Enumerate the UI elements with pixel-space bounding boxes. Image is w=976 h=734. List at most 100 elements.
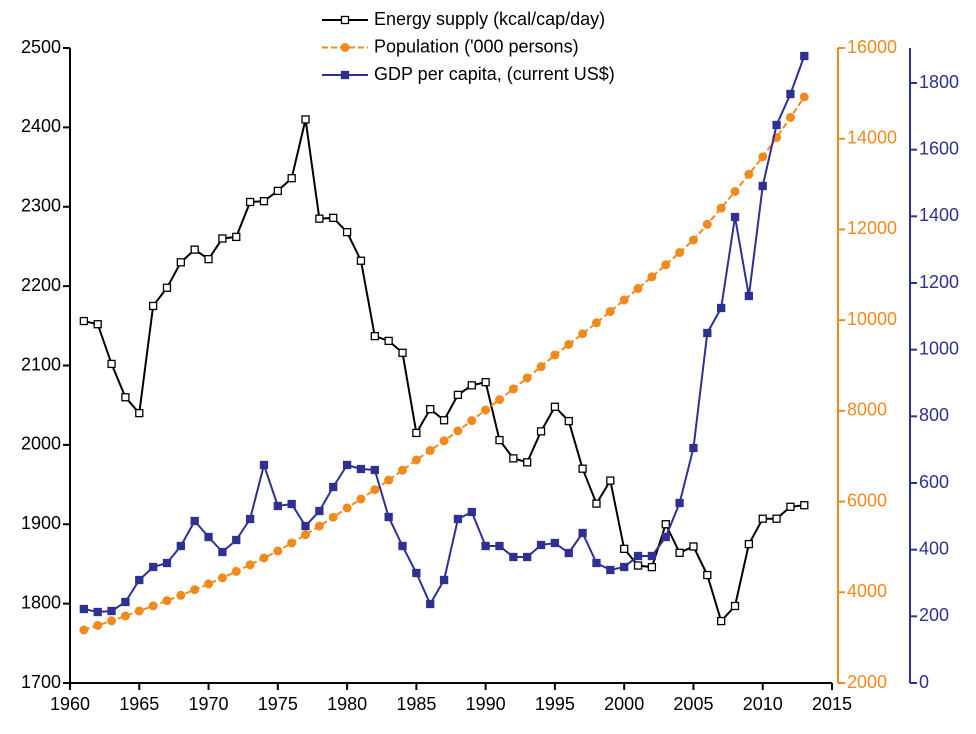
data-point	[79, 604, 89, 614]
data-point	[273, 186, 282, 196]
data-point	[190, 245, 199, 254]
y-tick-label: 2500	[21, 37, 61, 57]
data-point	[730, 186, 740, 196]
data-point	[398, 348, 407, 357]
data-point	[301, 521, 310, 531]
data-point	[342, 227, 352, 237]
data-point	[536, 540, 546, 550]
legend-marker	[340, 15, 350, 25]
x-tick-label: 2000	[604, 694, 644, 714]
data-point	[231, 566, 241, 576]
y-tick-label: 2000	[847, 672, 887, 692]
data-point	[93, 620, 103, 630]
y-tick-label: 200	[919, 605, 949, 625]
x-tick-label: 2015	[812, 694, 852, 714]
x-tick-label: 1960	[50, 694, 90, 714]
y-tick-label: 800	[919, 405, 949, 425]
data-point	[107, 359, 116, 369]
data-point	[800, 51, 809, 61]
data-point	[591, 318, 601, 328]
x-tick-label: 1985	[396, 694, 436, 714]
data-point	[398, 541, 407, 551]
legend-label: Energy supply (kcal/cap/day)	[374, 9, 605, 29]
data-point	[204, 532, 213, 542]
data-point	[259, 197, 269, 206]
data-point	[453, 426, 463, 436]
data-point	[190, 585, 200, 595]
data-point	[342, 460, 352, 470]
data-point	[148, 601, 158, 611]
data-point	[592, 499, 601, 508]
data-point	[287, 538, 297, 548]
data-point	[536, 427, 546, 436]
data-point	[342, 503, 352, 513]
data-point	[314, 521, 324, 531]
data-point	[647, 272, 657, 282]
data-point	[647, 562, 657, 572]
data-point	[467, 381, 476, 390]
data-point	[121, 597, 130, 607]
data-point	[218, 234, 227, 243]
data-point	[245, 560, 255, 570]
data-point	[758, 152, 768, 162]
y-tick-label: 4000	[847, 581, 887, 601]
data-point	[259, 553, 269, 563]
y-tick-label: 1000	[919, 338, 959, 358]
data-point	[495, 435, 504, 445]
data-point	[481, 541, 490, 551]
data-point	[328, 512, 338, 522]
data-point	[329, 213, 338, 223]
data-point	[522, 373, 532, 383]
data-point	[426, 599, 435, 609]
data-point	[675, 548, 684, 557]
y-tick-label: 1700	[21, 672, 61, 692]
data-point	[273, 501, 282, 511]
y-tick-label: 1600	[919, 138, 959, 158]
data-point	[135, 408, 144, 418]
data-point	[356, 256, 366, 265]
data-point	[398, 465, 408, 475]
x-tick-label: 1975	[258, 694, 298, 714]
data-point	[717, 616, 726, 626]
data-point	[315, 214, 324, 223]
data-point	[730, 601, 740, 611]
y-tick-label: 6000	[847, 490, 887, 510]
data-point	[439, 575, 449, 585]
y-tick-label: 1800	[21, 592, 61, 612]
data-point	[786, 502, 795, 511]
data-point	[661, 260, 671, 270]
data-point	[329, 482, 338, 492]
data-point	[467, 416, 477, 426]
data-point	[758, 514, 767, 523]
data-point	[675, 498, 684, 508]
data-point	[162, 283, 172, 292]
data-point	[467, 507, 476, 517]
data-point	[135, 575, 144, 585]
data-point	[689, 542, 698, 551]
y-tick-label: 400	[919, 538, 949, 558]
data-point	[217, 573, 227, 583]
data-point	[786, 89, 795, 99]
legend-marker	[340, 43, 350, 52]
data-point	[605, 306, 615, 316]
data-point	[232, 232, 241, 242]
y-tick-label: 2000	[21, 434, 61, 454]
data-point	[384, 512, 393, 522]
data-point	[495, 541, 504, 551]
data-point	[232, 535, 241, 545]
data-point	[550, 538, 560, 548]
data-point	[93, 607, 102, 617]
data-point	[703, 328, 712, 338]
data-point	[315, 506, 324, 516]
data-point	[356, 464, 366, 474]
data-point	[412, 568, 421, 578]
data-point	[689, 443, 698, 453]
x-tick-label: 1990	[466, 694, 506, 714]
data-point	[620, 544, 629, 554]
data-point	[190, 516, 199, 526]
data-point	[425, 446, 435, 456]
x-tick-label: 2010	[743, 694, 783, 714]
data-point	[564, 416, 573, 426]
data-point	[509, 552, 518, 562]
data-point	[606, 476, 615, 485]
